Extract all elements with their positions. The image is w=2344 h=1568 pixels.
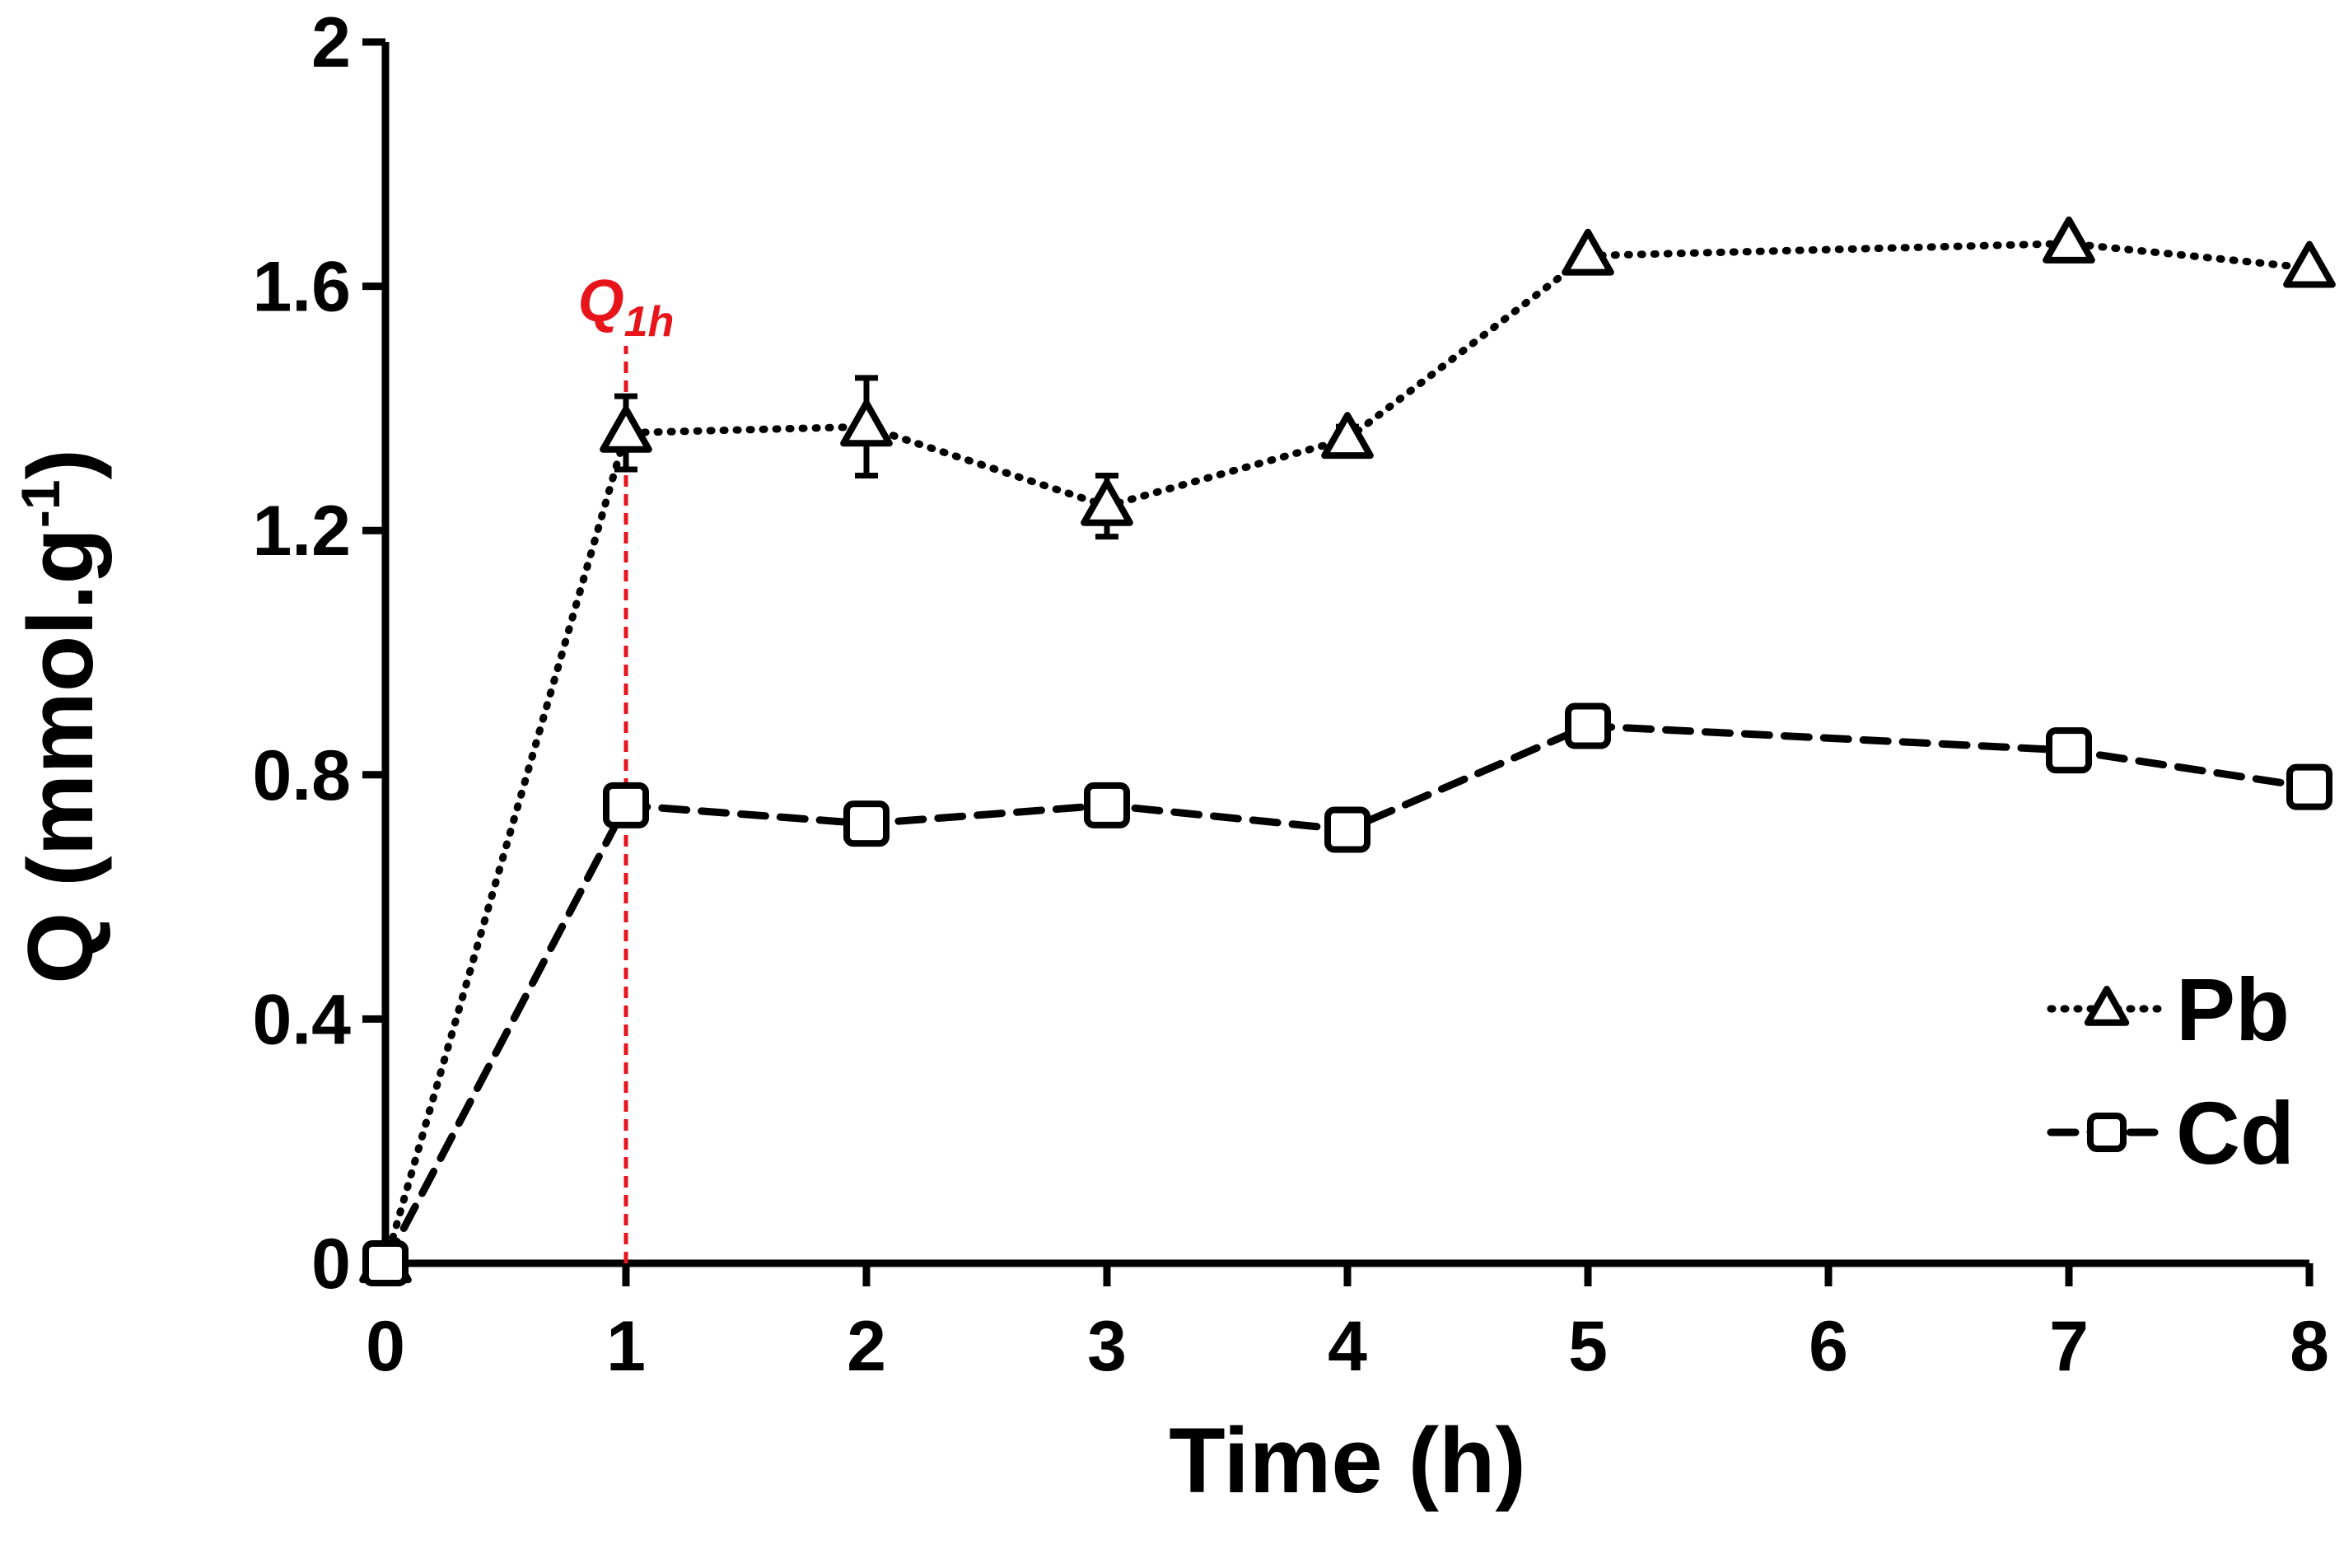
legend-marker <box>2084 986 2130 1026</box>
y-axis-title-superscript: -1 <box>10 479 71 528</box>
marker <box>1084 782 1130 828</box>
y-tick-label: 0.4 <box>252 980 351 1059</box>
marker <box>1565 702 1611 749</box>
x-tick-label: 2 <box>847 1307 886 1386</box>
x-tick-label: 4 <box>1328 1307 1367 1386</box>
marker <box>840 399 893 447</box>
marker <box>843 800 890 847</box>
annotation-subscript: 1h <box>624 298 675 346</box>
x-tick-label: 1 <box>606 1307 646 1386</box>
y-axis-title-suffix: ) <box>9 449 112 479</box>
x-tick-label: 7 <box>2049 1307 2089 1386</box>
annotation: Q1h <box>578 268 675 346</box>
y-axis-title: Q (mmol.g-1) <box>9 449 112 984</box>
y-tick-label: 2 <box>311 3 351 82</box>
marker <box>1321 412 1374 460</box>
y-axis-title-text: Q (mmol.g <box>9 528 112 984</box>
marker <box>603 782 649 828</box>
x-tick-label: 6 <box>1809 1307 1848 1386</box>
series-line <box>381 721 2314 1267</box>
x-tick-label: 5 <box>1568 1307 1608 1386</box>
annotation-text: Q <box>578 268 624 334</box>
series-line <box>381 240 2314 1267</box>
x-tick-label: 3 <box>1087 1307 1127 1386</box>
marker <box>2283 240 2336 288</box>
legend-label: Cd <box>2176 1083 2295 1183</box>
marker <box>1562 228 1614 276</box>
y-tick-label: 1.6 <box>252 248 351 327</box>
marker <box>2286 763 2332 810</box>
marker <box>1324 806 1370 853</box>
legend-label: Pb <box>2176 959 2290 1059</box>
x-axis-title: Time (h) <box>1169 1409 1526 1512</box>
y-tick-label: 1.2 <box>252 492 351 571</box>
x-tick-label: 0 <box>366 1307 405 1386</box>
marker <box>362 1240 409 1286</box>
marker <box>2046 727 2092 774</box>
x-tick-label: 8 <box>2290 1307 2329 1386</box>
marker <box>1081 478 1133 526</box>
legend-marker <box>2087 1113 2127 1152</box>
y-tick-label: 0.8 <box>252 736 351 815</box>
y-tick-label: 0 <box>311 1225 351 1304</box>
marker <box>2043 216 2095 264</box>
marker <box>600 405 652 453</box>
